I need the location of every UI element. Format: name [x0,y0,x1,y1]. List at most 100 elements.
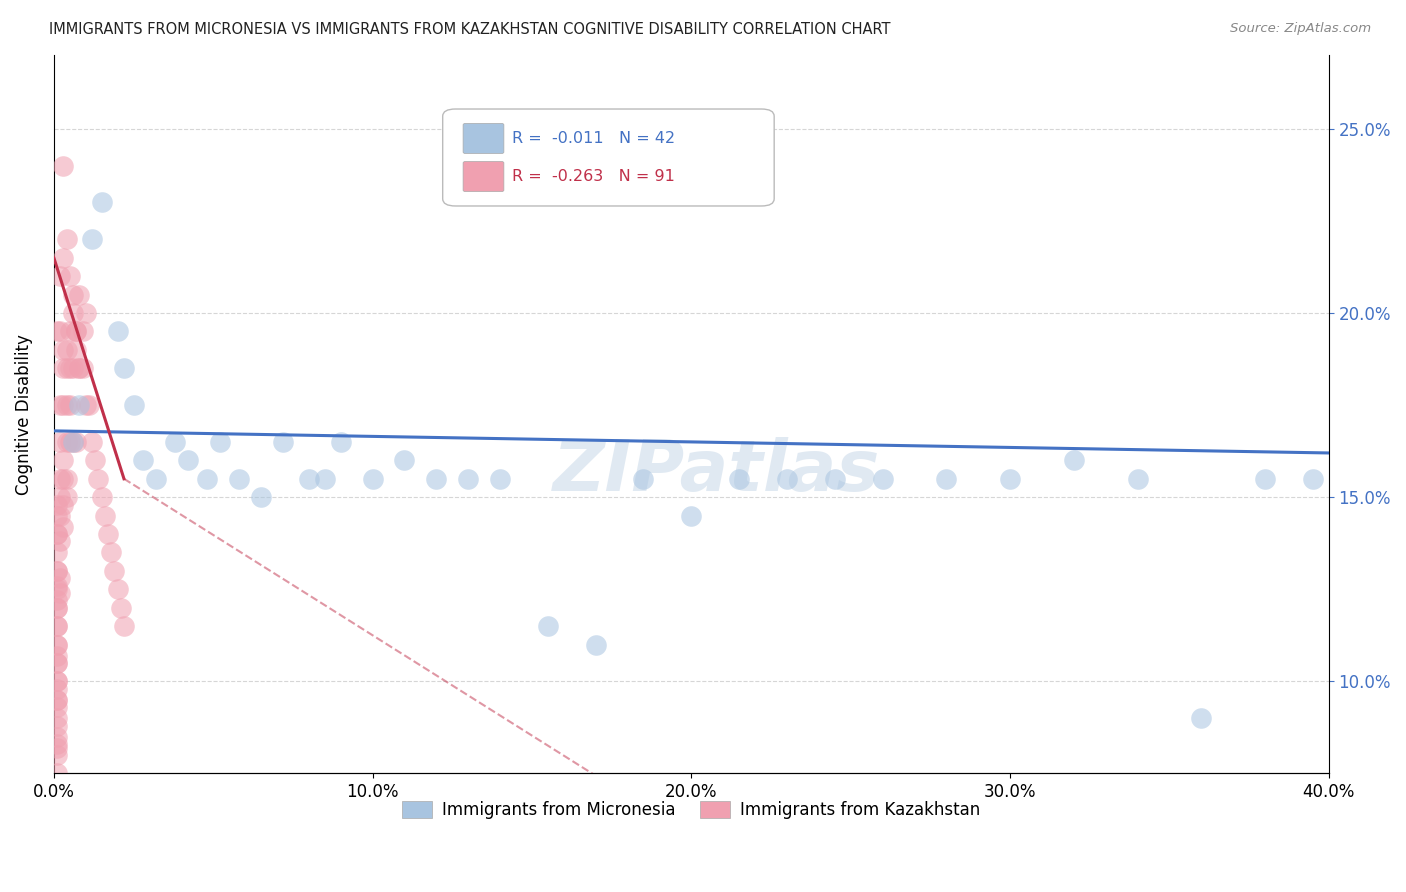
Point [65,434,87,449]
Point [1302,472,1324,486]
Point [49,534,72,549]
Legend: Immigrants from Micronesia, Immigrants from Kazakhstan: Immigrants from Micronesia, Immigrants f… [395,795,987,826]
Point [62,287,84,301]
Point [228,472,250,486]
Point [1189,711,1212,725]
Point [52,453,75,467]
Point [46,600,69,615]
Point [87,472,110,486]
Point [107,582,129,597]
Point [46,656,69,670]
FancyBboxPatch shape [443,109,775,206]
Point [67,361,90,376]
Point [49,490,72,504]
Point [46,692,69,706]
Point [55,434,77,449]
Point [112,619,135,633]
Point [49,434,72,449]
Point [55,361,77,376]
Text: R =  -0.263   N = 91: R = -0.263 N = 91 [512,169,675,184]
Point [107,325,129,339]
Point [90,490,112,504]
Point [122,398,145,412]
Point [489,472,512,486]
Point [46,681,69,696]
Y-axis label: Cognitive Disability: Cognitive Disability [15,334,32,495]
Point [361,472,384,486]
Point [67,398,90,412]
Point [998,472,1021,486]
Point [62,434,84,449]
Point [1126,472,1149,486]
FancyBboxPatch shape [463,161,503,192]
Point [872,472,894,486]
Point [46,648,69,663]
Point [457,472,479,486]
Point [49,571,72,585]
Point [62,306,84,320]
Point [46,619,69,633]
Point [728,472,751,486]
Point [46,325,69,339]
Point [62,361,84,376]
Point [52,398,75,412]
Text: Source: ZipAtlas.com: Source: ZipAtlas.com [1230,22,1371,36]
Point [52,498,75,512]
Point [52,159,75,173]
Point [97,527,120,541]
Point [46,740,69,755]
Point [46,711,69,725]
Point [84,453,107,467]
Point [59,361,82,376]
Point [46,747,69,762]
Point [112,361,135,376]
Point [537,619,560,633]
Point [273,434,295,449]
Point [67,361,90,376]
Point [46,527,69,541]
Text: IMMIGRANTS FROM MICRONESIA VS IMMIGRANTS FROM KAZAKHSTAN COGNITIVE DISABILITY CO: IMMIGRANTS FROM MICRONESIA VS IMMIGRANTS… [49,22,891,37]
Point [103,564,125,578]
Point [46,674,69,689]
Point [776,472,799,486]
Point [90,195,112,210]
Point [55,232,77,246]
Point [1063,453,1085,467]
Point [163,434,186,449]
Point [52,343,75,357]
Point [1254,472,1277,486]
Point [67,287,90,301]
Point [298,472,321,486]
Point [72,361,94,376]
Point [62,434,84,449]
Point [195,472,218,486]
Point [46,700,69,714]
Point [824,472,846,486]
Point [77,398,100,412]
Point [49,398,72,412]
Point [46,674,69,689]
Point [110,600,132,615]
FancyBboxPatch shape [463,123,503,153]
Point [49,269,72,284]
Point [46,564,69,578]
Point [49,586,72,600]
Point [394,453,416,467]
Point [425,472,447,486]
Point [46,692,69,706]
Text: ZIPatlas: ZIPatlas [553,437,880,507]
Point [59,325,82,339]
Point [46,718,69,732]
Point [52,472,75,486]
Point [46,545,69,559]
Point [49,325,72,339]
Point [55,490,77,504]
Point [46,766,69,780]
Point [314,472,336,486]
Point [329,434,352,449]
Point [55,343,77,357]
Point [46,638,69,652]
Point [65,325,87,339]
Point [46,593,69,607]
Point [80,434,103,449]
